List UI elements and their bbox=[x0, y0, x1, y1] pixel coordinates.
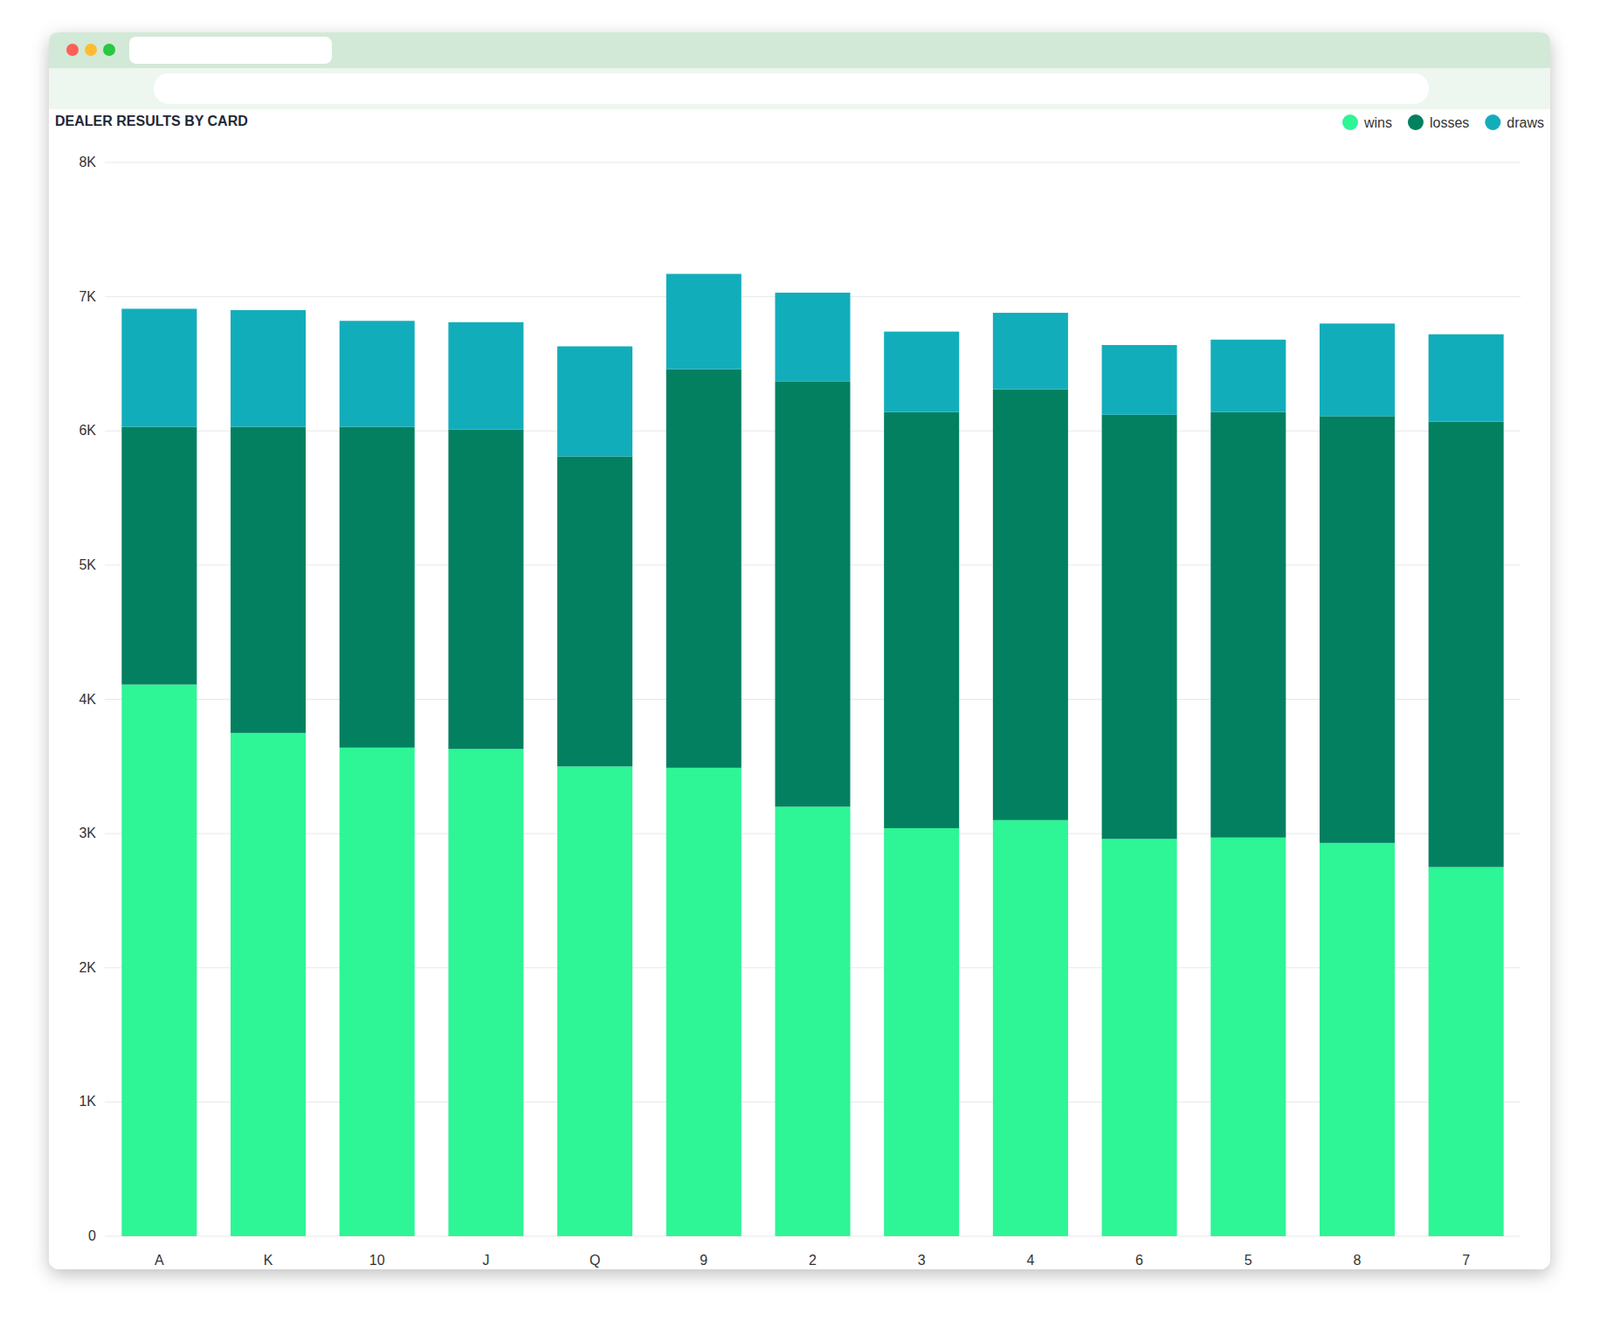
bar-segment bbox=[883, 827, 959, 1236]
window-close[interactable] bbox=[66, 43, 79, 56]
x-tick-label: 6 bbox=[1135, 1252, 1144, 1268]
bar-segment bbox=[230, 732, 306, 1236]
y-tick-label: 0 bbox=[88, 1227, 97, 1243]
bar-segment bbox=[121, 427, 197, 685]
bar-segment bbox=[666, 767, 742, 1236]
x-tick-label: 8 bbox=[1353, 1252, 1362, 1268]
bar-segment bbox=[1319, 323, 1395, 416]
bar-segment bbox=[448, 429, 524, 750]
y-tick-label: 3K bbox=[78, 825, 97, 841]
bar-segment bbox=[1102, 838, 1178, 1236]
bar-segment bbox=[230, 310, 306, 428]
bar-segment bbox=[1210, 339, 1286, 413]
bar-segment bbox=[230, 427, 306, 733]
x-tick-label: 4 bbox=[1026, 1252, 1035, 1268]
y-tick-label: 7K bbox=[78, 289, 97, 304]
legend-label: draws bbox=[1506, 115, 1545, 131]
y-tick-label: 8K bbox=[78, 154, 97, 170]
x-tick-label: 9 bbox=[699, 1252, 708, 1268]
bar-segment bbox=[557, 455, 633, 766]
browser-tab[interactable] bbox=[129, 36, 332, 64]
bar-segment bbox=[339, 427, 415, 748]
page: DEALER RESULTS BY CARD01K2K3K4K5K6K7K8KA… bbox=[0, 0, 1600, 1334]
y-tick-label: 2K bbox=[78, 959, 97, 975]
x-tick-label: A bbox=[154, 1252, 165, 1268]
bars bbox=[121, 274, 1504, 1236]
x-tick-label: 3 bbox=[917, 1252, 926, 1268]
bar-segment bbox=[1210, 837, 1286, 1236]
bar-segment bbox=[883, 412, 959, 828]
legend-swatch bbox=[1407, 114, 1424, 131]
bar-segment bbox=[1210, 412, 1286, 838]
bar-segment bbox=[448, 748, 524, 1236]
x-tick-label: 7 bbox=[1462, 1252, 1470, 1268]
bar-segment bbox=[339, 747, 415, 1236]
x-tick-label: J bbox=[482, 1252, 490, 1268]
bar-segment bbox=[993, 389, 1069, 821]
bar-segment bbox=[1319, 842, 1395, 1236]
bar-segment bbox=[774, 806, 850, 1236]
bar-segment bbox=[1319, 415, 1395, 843]
bar-segment bbox=[1102, 344, 1178, 415]
y-tick-label: 6K bbox=[78, 422, 97, 438]
bar-segment bbox=[557, 765, 633, 1236]
y-tick-label: 4K bbox=[78, 691, 97, 707]
bar-segment bbox=[557, 345, 633, 456]
legend-swatch bbox=[1342, 114, 1359, 131]
bar-segment bbox=[121, 684, 197, 1236]
bar-segment bbox=[339, 320, 415, 427]
y-tick-label: 1K bbox=[78, 1093, 97, 1109]
bar-segment bbox=[1428, 867, 1504, 1236]
bar-segment bbox=[1428, 334, 1504, 422]
y-tick-label: 5K bbox=[78, 557, 97, 573]
bar-segment bbox=[448, 322, 524, 430]
bar-segment bbox=[993, 820, 1069, 1236]
x-tick-label: 5 bbox=[1244, 1252, 1253, 1268]
legend: wins losses draws bbox=[1342, 114, 1545, 131]
bar-segment bbox=[993, 312, 1069, 390]
nav-bar bbox=[48, 68, 1551, 110]
legend-swatch bbox=[1484, 114, 1501, 131]
bar-segment bbox=[774, 380, 850, 807]
window bbox=[48, 32, 1551, 1269]
x-tick-label: 2 bbox=[808, 1252, 817, 1268]
x-tick-label: Q bbox=[589, 1252, 600, 1268]
legend-item: losses bbox=[1407, 114, 1469, 131]
legend-item: wins bbox=[1342, 114, 1393, 131]
bar-segment bbox=[666, 274, 742, 370]
legend-label: wins bbox=[1363, 115, 1393, 131]
grid-line bbox=[104, 162, 1521, 164]
window-zoom[interactable] bbox=[103, 43, 116, 56]
address-bar[interactable] bbox=[153, 73, 1429, 104]
x-tick-label: 10 bbox=[369, 1252, 386, 1268]
legend-label: losses bbox=[1429, 115, 1469, 131]
bar-segment bbox=[1428, 420, 1504, 867]
legend-item: draws bbox=[1484, 114, 1545, 131]
bar-segment bbox=[774, 292, 850, 381]
bar-segment bbox=[666, 369, 742, 768]
browser-toolbar bbox=[48, 32, 1551, 110]
bar-segment bbox=[1102, 414, 1178, 839]
window-minimize[interactable] bbox=[84, 43, 97, 56]
bar-segment bbox=[883, 331, 959, 413]
x-tick-label: K bbox=[263, 1252, 274, 1268]
chart-title: DEALER RESULTS BY CARD bbox=[55, 113, 249, 129]
bar-segment bbox=[121, 308, 197, 427]
